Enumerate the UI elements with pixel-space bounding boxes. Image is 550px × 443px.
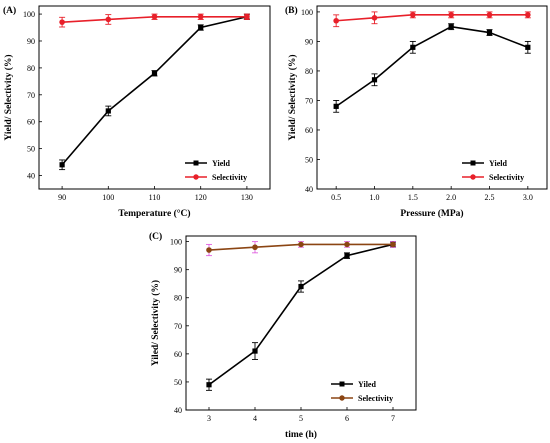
x-tick-label: 90 (58, 193, 66, 202)
series-yield-point (59, 162, 65, 168)
series-selectivity-point (344, 241, 350, 248)
y-tick-label: 80 (305, 67, 313, 76)
y-tick-label: 80 (174, 294, 182, 303)
x-tick-label: 1.0 (370, 193, 380, 202)
series-yield-point (344, 253, 350, 259)
y-axis-label: Yiled/ Selectivity (%) (150, 280, 161, 366)
x-tick-label: 3 (207, 414, 211, 423)
x-tick-label: 130 (241, 193, 253, 202)
series-yield-point (486, 29, 493, 36)
legend-yield-marker (470, 160, 476, 166)
series-yield-point (198, 24, 204, 31)
y-tick-label: 40 (174, 406, 182, 415)
panel-a: (A) 90 100 110 120 130 40 50 60 70 80 90 100 Temperat… (3, 5, 271, 219)
series-selectivity-point (59, 19, 65, 25)
panel-b: (B) 0.5 1.0 1.5 2.0 2.5 3.0 40 50 60 70 80 90 100 Pres… (285, 5, 548, 219)
y-tick-label: 40 (27, 172, 35, 181)
panel-c: (C) 3 4 5 6 7 40 50 60 70 80 90 100 time (h) Yiled/ Se… (149, 231, 417, 440)
legend-yield-marker (339, 381, 345, 387)
x-tick-label: 5 (299, 414, 303, 423)
y-tick-label: 70 (174, 322, 182, 331)
legend-selectivity-marker (339, 395, 345, 401)
series-yield-point (298, 283, 304, 290)
x-tick-label: 1.5 (408, 193, 418, 202)
x-tick-label: 6 (345, 414, 349, 423)
series-selectivity-point (486, 12, 493, 18)
y-axis-label: Yield/ Selectivity (%) (3, 54, 14, 140)
series-selectivity-point (448, 12, 454, 18)
y-tick-label: 50 (174, 378, 182, 387)
plot-frame (316, 5, 548, 190)
y-tick-label: 60 (305, 126, 313, 135)
x-tick-label: 2.0 (446, 193, 456, 202)
y-axis-label: Yield/ Selectivity (%) (287, 54, 298, 140)
series-selectivity-point (197, 13, 204, 20)
legend-selectivity-label: Selectivity (489, 173, 524, 182)
series-selectivity-point (206, 247, 212, 253)
series-selectivity-point (333, 17, 339, 24)
series-yield-point (525, 44, 531, 50)
series-selectivity-point (390, 241, 396, 248)
x-axis-label: Pressure (MPa) (400, 208, 463, 219)
series-selectivity-point (410, 12, 416, 18)
series-selectivity-point (151, 13, 158, 20)
legend-yield-marker (193, 160, 199, 166)
series-selectivity-point (252, 244, 258, 251)
series-selectivity-point (105, 16, 112, 23)
x-tick-label: 7 (391, 414, 395, 423)
series-yield-point (206, 382, 212, 388)
series-yield-point (371, 77, 378, 83)
y-tick-label: 70 (305, 96, 313, 105)
x-tick-label: 4 (253, 414, 257, 423)
series-selectivity-line (336, 14, 528, 22)
legend-selectivity-marker (470, 174, 476, 180)
y-tick-label: 80 (27, 64, 35, 73)
series-selectivity-point (298, 241, 304, 248)
x-tick-label: 2.5 (485, 193, 495, 202)
series-selectivity-point (525, 12, 531, 18)
legend-yield-label: Yield (212, 159, 230, 168)
y-tick-label: 50 (305, 155, 313, 164)
x-axis-label: Temperature (°C) (118, 208, 190, 219)
series-yield-point (333, 103, 339, 109)
y-tick-label: 90 (174, 266, 182, 275)
legend-yield-label: Yield (489, 159, 507, 168)
y-tick-label: 40 (305, 185, 313, 194)
y-tick-label: 70 (27, 91, 35, 100)
plot-frame (38, 5, 271, 190)
y-tick-label: 100 (170, 238, 182, 247)
y-tick-label: 90 (305, 37, 313, 46)
series-yield-point (252, 348, 258, 354)
series-selectivity-point (244, 13, 250, 20)
y-tick-label: 60 (27, 118, 35, 127)
series-yield-point (448, 24, 454, 30)
panel-label: (B) (285, 5, 298, 16)
y-tick-label: 60 (174, 350, 182, 359)
y-tick-label: 90 (27, 37, 35, 46)
y-tick-label: 100 (23, 10, 35, 19)
x-tick-label: 3.0 (523, 193, 533, 202)
series-yield-line (208, 243, 394, 386)
series-yield-point (105, 108, 111, 114)
series-yield-line (61, 15, 248, 166)
panel-label: (A) (3, 5, 16, 16)
plot-frame (185, 235, 417, 411)
series-yield-line (335, 25, 529, 108)
legend-selectivity-label: Selectivity (212, 173, 247, 182)
x-axis-label: time (h) (285, 429, 317, 440)
series-yield-point (151, 70, 158, 76)
y-tick-label: 100 (301, 8, 313, 17)
legend-selectivity-marker (193, 174, 199, 180)
legend-selectivity-label: Selectivity (358, 394, 393, 403)
legend-yield-label: Yiled (358, 380, 376, 389)
panel-label: (C) (149, 231, 162, 242)
x-tick-label: 100 (102, 193, 114, 202)
x-tick-label: 0.5 (331, 193, 341, 202)
series-yield-point (410, 44, 416, 50)
x-tick-label: 120 (195, 193, 207, 202)
y-tick-label: 50 (27, 145, 35, 154)
x-tick-label: 110 (149, 193, 161, 202)
series-selectivity-point (371, 15, 378, 21)
